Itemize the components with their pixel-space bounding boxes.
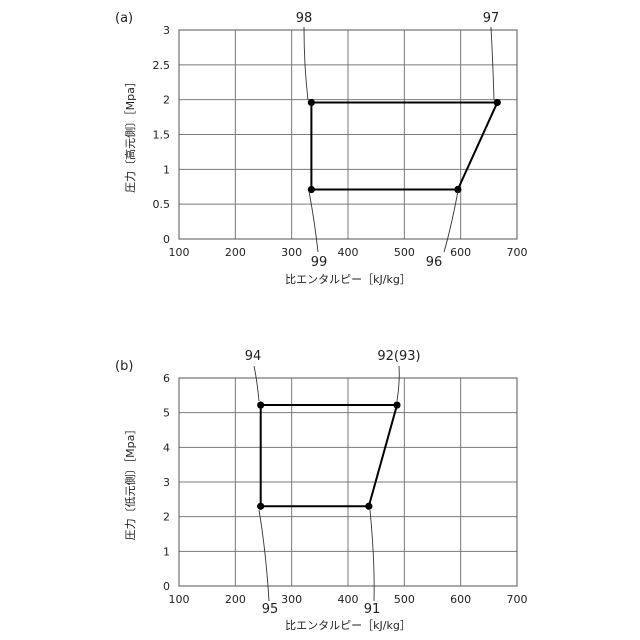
leader-line — [259, 510, 269, 601]
x-axis-label: 比エンタルピー［kJ/kg］ — [285, 619, 411, 632]
y-tick-label: 0 — [163, 580, 170, 593]
x-tick-label: 100 — [169, 593, 190, 606]
y-tick-label: 2 — [163, 94, 170, 107]
callout-label: 97 — [483, 11, 500, 26]
callout-label: 95 — [262, 602, 279, 617]
chart-panel-b: (b) 100 200 300 400 500 600 700 0 1 2 3 4 5 6 比エンタルピー［k… — [115, 349, 528, 632]
x-tick-label: 500 — [394, 246, 415, 259]
state-point-97 — [494, 99, 501, 106]
callout-label: 91 — [364, 602, 381, 617]
y-tick-label: 6 — [163, 372, 170, 385]
leader-line — [444, 191, 458, 252]
y-tick-label: 2.5 — [153, 59, 171, 72]
leader-line — [254, 366, 259, 401]
y-tick-label: 1.5 — [153, 129, 171, 142]
callout-label: 98 — [296, 11, 313, 26]
state-point-91 — [365, 503, 372, 510]
x-tick-label: 600 — [450, 593, 471, 606]
x-tick-label: 700 — [507, 593, 528, 606]
leader-line — [397, 366, 399, 401]
y-axis-label: 圧力〔低元側〕［Mpa］ — [124, 424, 137, 541]
cycle-line — [261, 405, 397, 506]
state-point-94 — [257, 401, 264, 408]
leader-line — [491, 27, 494, 100]
leader-line — [370, 510, 374, 601]
y-tick-label: 3 — [163, 476, 170, 489]
y-tick-label: 2 — [163, 511, 170, 524]
y-tick-label: 1 — [163, 163, 170, 176]
callout-label: 92(93) — [377, 349, 420, 364]
state-point-98 — [308, 99, 315, 106]
callout-label: 96 — [426, 255, 443, 270]
callout-label: 94 — [245, 349, 262, 364]
state-point-95 — [257, 503, 264, 510]
y-tick-label: 5 — [163, 407, 170, 420]
y-axis-label: 圧力〔高元側〕［Mpa］ — [123, 76, 137, 193]
y-tick-label: 1 — [163, 545, 170, 558]
x-tick-label: 400 — [338, 593, 359, 606]
x-tick-label: 100 — [169, 246, 190, 259]
x-tick-label: 500 — [394, 593, 415, 606]
y-tick-label: 4 — [163, 441, 170, 454]
x-tick-label: 200 — [225, 246, 246, 259]
x-tick-label: 300 — [281, 246, 302, 259]
callout-label: 99 — [311, 255, 328, 270]
y-tick-label: 0.5 — [153, 198, 171, 211]
x-tick-label: 700 — [507, 246, 528, 259]
x-tick-label: 400 — [338, 246, 359, 259]
x-tick-label: 600 — [450, 246, 471, 259]
leader-line — [309, 191, 318, 252]
x-tick-label: 300 — [281, 593, 302, 606]
chart-panel-a: (a) 100 200 300 400 500 600 700 0 0.5 1 1.5 2 2.5 3 比エン… — [115, 11, 528, 286]
x-axis-label: 比エンタルピー［kJ/kg］ — [285, 273, 411, 286]
state-point-92(93) — [393, 401, 400, 408]
panel-label: (a) — [115, 11, 133, 26]
y-tick-label: 0 — [163, 233, 170, 246]
panel-label: (b) — [115, 359, 133, 374]
x-tick-label: 200 — [225, 593, 246, 606]
y-tick-label: 3 — [163, 24, 170, 37]
leader-line — [304, 27, 308, 100]
